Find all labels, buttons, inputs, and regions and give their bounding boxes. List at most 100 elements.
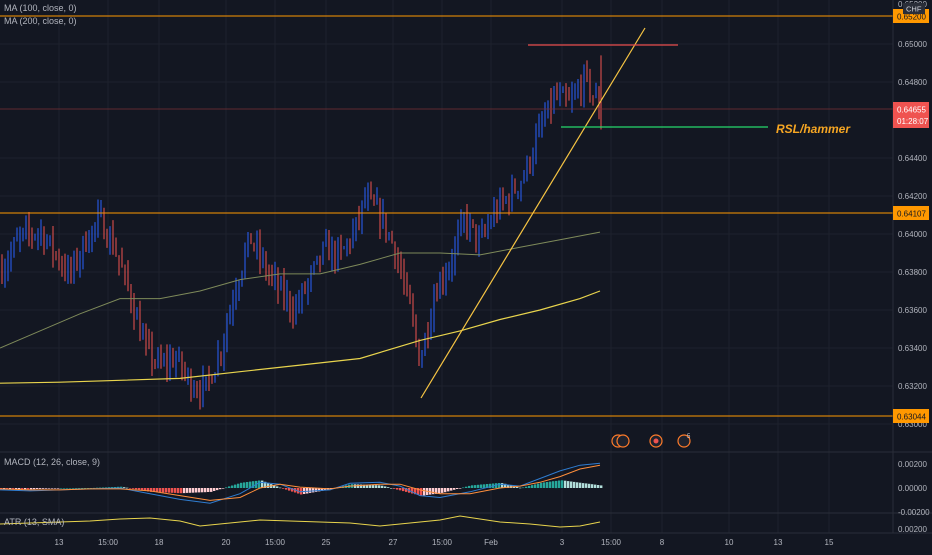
macd-tick-label: -0.00200 <box>898 508 930 517</box>
price-tick-label: 0.64000 <box>898 230 927 239</box>
atr-axis[interactable]: 0.00200 <box>898 525 927 534</box>
macd-bar <box>393 488 396 489</box>
macd-bar <box>123 487 126 488</box>
macd-bar <box>486 484 489 488</box>
trendline[interactable] <box>420 27 646 399</box>
macd-bar <box>195 488 198 493</box>
macd-bar <box>57 488 60 489</box>
macd-bar <box>33 488 36 490</box>
svg-text:0.64107: 0.64107 <box>897 210 926 219</box>
macd-signal-line <box>0 464 601 501</box>
macd-bar <box>543 482 546 488</box>
macd-bar <box>120 486 123 488</box>
macd-bar <box>135 488 138 490</box>
macd-bar <box>549 481 552 488</box>
macd-bar <box>36 488 39 489</box>
macd-bar <box>279 487 282 489</box>
flag-event-icon[interactable] <box>677 434 691 448</box>
macd-bar <box>240 482 243 488</box>
macd-bar <box>534 484 537 488</box>
macd-bar <box>561 480 564 488</box>
price-axis[interactable]: 0.65000 0.64800 0.64400 0.64200 0.64000 0.638… <box>898 0 927 429</box>
macd-bar <box>99 487 102 489</box>
macd-bar <box>30 488 33 490</box>
macd-bar <box>108 487 111 488</box>
macd-bar <box>381 485 384 488</box>
price-tick-label: 0.63000 <box>898 420 927 429</box>
macd-bar <box>243 482 246 488</box>
macd-bar <box>525 486 528 488</box>
macd-bar <box>159 488 162 493</box>
macd-bar <box>210 488 213 492</box>
macd-axis[interactable]: 0.00200 0.00000 -0.00200 <box>898 460 930 517</box>
macd-bar <box>183 488 186 494</box>
macd-bar <box>126 487 129 489</box>
macd-bar <box>438 488 441 494</box>
macd-histogram <box>0 480 603 496</box>
macd-bar <box>555 480 558 489</box>
macd-bar <box>375 485 378 488</box>
macd-bar <box>462 487 465 489</box>
macd-bar <box>546 482 549 488</box>
macd-bar <box>384 486 387 488</box>
price-tick-label: 0.65000 <box>898 40 927 49</box>
macd-bar <box>390 488 393 489</box>
macd-bar <box>222 488 225 489</box>
time-axis[interactable]: 13 15:00 18 20 15:00 25 27 15:00 Feb 3 15:00 8 10 13 1… <box>55 538 834 547</box>
macd-bar <box>117 486 120 488</box>
svg-text:0.64655: 0.64655 <box>897 106 926 115</box>
atr-legend[interactable]: ATR (13, SMA) <box>4 517 65 527</box>
macd-tick-label: 0.00200 <box>898 460 927 469</box>
macd-bar <box>474 485 477 488</box>
macd-bar <box>411 488 414 494</box>
time-tick-label: 15:00 <box>98 538 119 547</box>
macd-bar <box>591 484 594 488</box>
time-tick-label: 13 <box>774 538 783 547</box>
ma200-line <box>0 290 601 384</box>
macd-bar <box>45 488 48 489</box>
price-tick-label: 0.64800 <box>898 78 927 87</box>
macd-bar <box>66 488 69 489</box>
macd-bar <box>219 488 222 490</box>
macd-bar <box>576 482 579 488</box>
macd-bar <box>405 488 408 492</box>
price-tick-label: 0.64200 <box>898 192 927 201</box>
rsl-annotation[interactable]: RSL/hammer <box>776 122 851 136</box>
macd-bar <box>9 488 12 490</box>
macd-tick-label: 0.00000 <box>898 484 927 493</box>
macd-bar <box>180 488 183 494</box>
macd-bar <box>471 485 474 488</box>
ma100-legend[interactable]: MA (100, close, 0) <box>4 3 77 13</box>
ma200-legend[interactable]: MA (200, close, 0) <box>4 16 77 26</box>
macd-bar <box>435 488 438 494</box>
event-count-badge: 5 <box>687 434 691 440</box>
macd-bar <box>84 488 87 489</box>
flag-event-icon[interactable] <box>616 434 630 448</box>
macd-bar <box>228 486 231 488</box>
time-tick-label: 13 <box>55 538 64 547</box>
macd-bar <box>396 488 399 490</box>
macd-bar <box>63 488 66 489</box>
macd-bar <box>507 484 510 488</box>
price-tick-label: 0.63800 <box>898 268 927 277</box>
macd-bar <box>516 487 519 488</box>
macd-bar <box>357 484 360 488</box>
macd-bar <box>12 488 15 490</box>
macd-bar <box>369 484 372 488</box>
time-tick-label: 27 <box>389 538 398 547</box>
macd-bar <box>318 488 321 492</box>
time-tick-label: Feb <box>484 538 498 547</box>
event-icons[interactable]: 5 <box>611 434 691 448</box>
macd-bar <box>594 484 597 488</box>
macd-bar <box>252 481 255 488</box>
macd-line <box>0 462 601 504</box>
macd-bar <box>600 485 603 488</box>
macd-legend[interactable]: MACD (12, 26, close, 9) <box>4 457 101 467</box>
macd-bar <box>402 488 405 492</box>
time-tick-label: 8 <box>660 538 665 547</box>
macd-bar <box>519 487 522 489</box>
macd-bar <box>138 488 141 490</box>
macd-bar <box>387 487 390 488</box>
